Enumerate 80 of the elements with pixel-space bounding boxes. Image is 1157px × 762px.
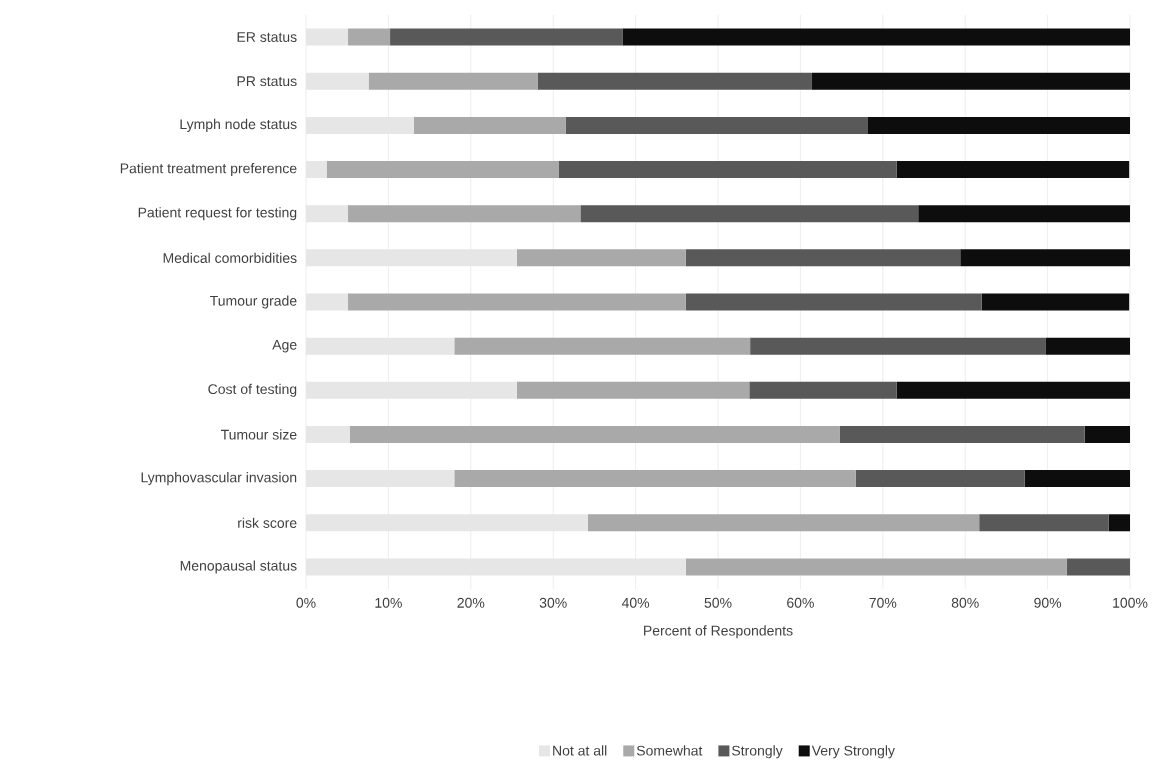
bar <box>565 117 868 135</box>
y-tick-label: PR status <box>237 76 297 87</box>
bar <box>1045 337 1131 355</box>
bar <box>306 28 349 46</box>
bar <box>811 72 1131 90</box>
legend-label: Not at all <box>553 745 607 756</box>
x-tick-label: 80% <box>951 598 979 609</box>
bar <box>1066 558 1131 576</box>
x-tick-label: 100% <box>1113 598 1148 609</box>
bar <box>537 72 812 90</box>
bar <box>960 249 1131 267</box>
legend-label: Somewhat <box>636 745 703 756</box>
bar <box>306 514 588 532</box>
bar <box>685 249 961 267</box>
bar <box>348 28 391 46</box>
bar <box>587 514 980 532</box>
bar <box>306 337 455 355</box>
y-tick-label: Patient treatment preference <box>120 163 297 177</box>
x-tick-label: 30% <box>539 598 567 609</box>
y-tick-label: Medical comorbidities <box>163 252 297 264</box>
bar <box>1108 514 1131 532</box>
bar <box>896 161 1130 179</box>
bar <box>306 426 350 444</box>
bar <box>1084 426 1131 444</box>
y-tick-label: Lymphovascular invasion <box>141 472 297 486</box>
bar <box>349 426 840 444</box>
bar <box>855 470 1025 488</box>
y-tick-label: Lymph node status <box>180 119 297 133</box>
x-tick-label: 60% <box>787 598 814 609</box>
y-tick-label: Tumour size <box>220 429 297 440</box>
bar <box>749 382 897 400</box>
legend-label: Very Strongly <box>811 745 895 759</box>
bar <box>306 72 369 90</box>
y-tick-label: risk score <box>238 517 297 529</box>
bar <box>368 72 538 90</box>
x-tick-label: 20% <box>457 598 485 609</box>
bar <box>306 205 349 223</box>
bar <box>390 28 623 46</box>
bar <box>918 205 1131 223</box>
bar <box>454 337 751 355</box>
bar <box>580 205 919 223</box>
bar <box>1024 470 1131 488</box>
x-axis-title: Percent of Respondents <box>644 625 793 639</box>
bar <box>622 28 1131 46</box>
bar <box>979 514 1109 532</box>
x-tick-label: 40% <box>621 598 650 609</box>
bar <box>516 382 750 400</box>
bar <box>685 293 982 311</box>
bar <box>306 117 414 135</box>
bar <box>306 558 686 576</box>
bar <box>306 249 517 267</box>
legend-label: Strongly <box>732 745 783 759</box>
y-tick-label: Age <box>272 340 297 353</box>
bar <box>306 161 327 179</box>
bar <box>306 293 349 311</box>
y-tick-label: Cost of testing <box>208 384 297 398</box>
bar <box>867 117 1131 135</box>
x-tick-label: 10% <box>375 598 402 609</box>
y-tick-label: Menopausal status <box>180 560 297 574</box>
bar <box>306 382 517 400</box>
bar <box>348 205 581 223</box>
x-tick-label: 0% <box>296 598 316 609</box>
bar <box>839 426 1085 444</box>
x-tick-label: 90% <box>1034 598 1062 609</box>
x-tick-label: 50% <box>704 598 732 609</box>
bar <box>516 249 686 267</box>
bar <box>306 470 455 488</box>
bar <box>981 293 1130 311</box>
y-tick-label: ER status <box>237 32 297 43</box>
bar <box>454 470 856 488</box>
bar <box>750 337 1046 355</box>
bar <box>326 161 559 179</box>
y-tick-label: Patient request for testing <box>138 207 297 221</box>
y-tick-label: Tumour grade <box>210 295 297 309</box>
bar <box>413 117 566 135</box>
bar <box>558 161 897 179</box>
x-tick-label: 70% <box>869 598 897 609</box>
bar <box>685 558 1067 576</box>
bar <box>348 293 686 311</box>
bar <box>896 382 1131 400</box>
